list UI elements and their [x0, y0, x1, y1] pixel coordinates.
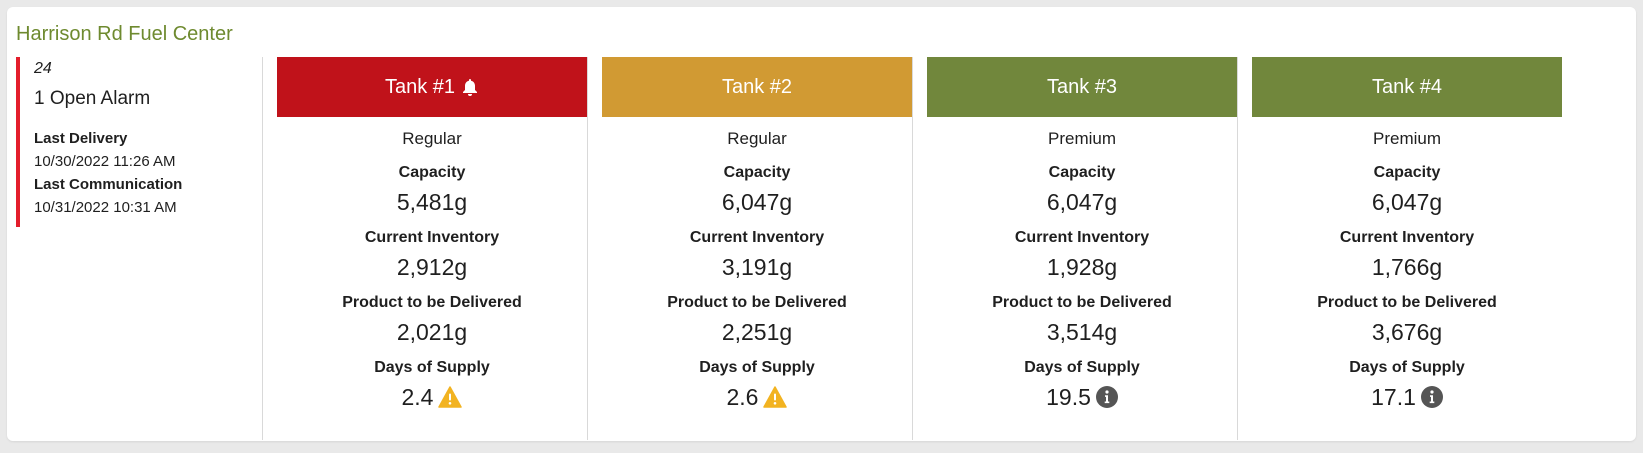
days-of-supply-value-text: 2.6	[726, 383, 759, 410]
column-divider	[587, 57, 588, 440]
capacity-value-text: 6,047g	[721, 188, 793, 215]
column-divider	[912, 57, 913, 440]
current-inventory-value-text: 1,928g	[1046, 253, 1118, 280]
tank-panel: Tank #2 Regular Capacity 6,047g Current Inve…	[602, 57, 912, 440]
capacity-value-text: 6,047g	[1046, 188, 1118, 215]
product-to-deliver-label: Product to be Delivered	[992, 294, 1172, 311]
product-to-deliver-value: 3,514g	[927, 318, 1237, 346]
tank-product: Premium	[1047, 129, 1116, 148]
days-of-supply-value-text: 19.5	[1046, 383, 1091, 410]
product-to-deliver-label: Product to be Delivered	[667, 294, 847, 311]
current-inventory-value: 1,928g	[927, 253, 1237, 281]
current-inventory-label: Current Inventory	[1339, 229, 1475, 246]
capacity-value-text: 5,481g	[396, 188, 468, 215]
warning-icon[interactable]	[763, 386, 788, 408]
info-icon[interactable]	[1095, 386, 1118, 408]
tank-name: Tank #2	[721, 75, 793, 98]
bell-icon	[461, 78, 479, 97]
days-of-supply-value-text: 17.1	[1371, 383, 1416, 410]
days-of-supply-value: 19.5	[927, 383, 1237, 411]
capacity-value: 6,047g	[927, 188, 1237, 216]
warning-icon[interactable]	[438, 386, 463, 408]
days-of-supply-value-text: 2.4	[401, 383, 434, 410]
current-inventory-value: 1,766g	[1252, 253, 1562, 281]
product-to-deliver-value-text: 3,676g	[1371, 318, 1443, 345]
days-of-supply-label: Days of Supply	[1349, 359, 1465, 376]
product-to-deliver-value-text: 3,514g	[1046, 318, 1118, 345]
days-of-supply-label: Days of Supply	[1024, 359, 1140, 376]
last-delivery-label: Last Delivery	[34, 130, 128, 147]
product-to-deliver-value: 3,676g	[1252, 318, 1562, 346]
last-delivery-value: 10/30/2022 11:26 AM	[34, 153, 176, 170]
tank-product: Regular	[727, 129, 787, 148]
tank-header[interactable]: Tank #1	[277, 57, 587, 117]
capacity-value: 5,481g	[277, 188, 587, 216]
current-inventory-value: 2,912g	[277, 253, 587, 281]
column-divider	[262, 57, 263, 440]
tank-header[interactable]: Tank #2	[602, 57, 912, 117]
current-inventory-value-text: 2,912g	[396, 253, 468, 280]
tank-panel: Tank #4 Premium Capacity 6,047g Current Inve…	[1252, 57, 1562, 440]
capacity-value-text: 6,047g	[1371, 188, 1443, 215]
last-communication-label: Last Communication	[34, 176, 183, 193]
station-summary: 24 1 Open Alarm Last Delivery 10/30/2022…	[16, 57, 272, 227]
product-to-deliver-value: 2,021g	[277, 318, 587, 346]
site-number: 24	[34, 60, 52, 77]
tank-name: Tank #1	[384, 75, 456, 98]
tank-name: Tank #4	[1371, 75, 1443, 98]
days-of-supply-label: Days of Supply	[374, 359, 490, 376]
product-to-deliver-value: 2,251g	[602, 318, 912, 346]
current-inventory-label: Current Inventory	[1014, 229, 1150, 246]
days-of-supply-value: 2.4	[277, 383, 587, 411]
capacity-label: Capacity	[1373, 164, 1441, 181]
capacity-label: Capacity	[398, 164, 466, 181]
station-title[interactable]: Harrison Rd Fuel Center	[16, 23, 233, 45]
product-to-deliver-label: Product to be Delivered	[1317, 294, 1497, 311]
tank-panel: Tank #3 Premium Capacity 6,047g Current Inve…	[927, 57, 1237, 440]
info-icon[interactable]	[1420, 386, 1443, 408]
open-alarm-count[interactable]: 1 Open Alarm	[34, 88, 151, 109]
product-to-deliver-value-text: 2,251g	[721, 318, 793, 345]
capacity-value: 6,047g	[1252, 188, 1562, 216]
current-inventory-value: 3,191g	[602, 253, 912, 281]
days-of-supply-value: 2.6	[602, 383, 912, 411]
tank-header[interactable]: Tank #4	[1252, 57, 1562, 117]
tank-name: Tank #3	[1046, 75, 1118, 98]
current-inventory-label: Current Inventory	[364, 229, 500, 246]
tank-product: Regular	[402, 129, 462, 148]
tank-header[interactable]: Tank #3	[927, 57, 1237, 117]
tank-panel: Tank #1 Regular Capacity 5,481g Current Inve…	[277, 57, 587, 440]
days-of-supply-label: Days of Supply	[699, 359, 815, 376]
last-communication-value: 10/31/2022 10:31 AM	[34, 199, 177, 216]
column-divider	[1237, 57, 1238, 440]
station-card: Harrison Rd Fuel Center 24 1 Open Alarm …	[7, 7, 1636, 441]
current-inventory-value-text: 1,766g	[1371, 253, 1443, 280]
current-inventory-value-text: 3,191g	[721, 253, 793, 280]
capacity-value: 6,047g	[602, 188, 912, 216]
days-of-supply-value: 17.1	[1252, 383, 1562, 411]
product-to-deliver-value-text: 2,021g	[396, 318, 468, 345]
current-inventory-label: Current Inventory	[689, 229, 825, 246]
capacity-label: Capacity	[1048, 164, 1116, 181]
product-to-deliver-label: Product to be Delivered	[342, 294, 522, 311]
capacity-label: Capacity	[723, 164, 791, 181]
tank-product: Premium	[1372, 129, 1441, 148]
